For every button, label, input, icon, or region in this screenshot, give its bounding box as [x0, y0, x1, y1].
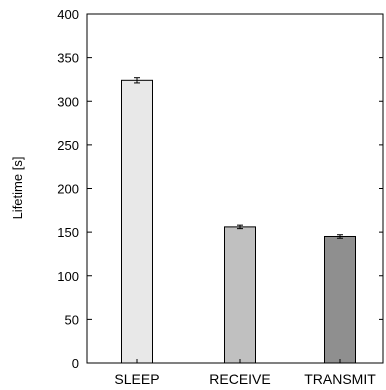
y-tick-label: 100: [57, 269, 79, 284]
y-tick-label: 0: [72, 356, 79, 371]
y-axis: 0 50 100 150 200 250 300 350 400: [57, 7, 383, 371]
y-tick-label: 400: [57, 7, 79, 22]
y-axis-title: Lifetime [s]: [10, 157, 25, 220]
bars: [121, 77, 356, 364]
y-tick-label: 200: [57, 182, 79, 197]
x-tick-label: SLEEP: [114, 371, 159, 387]
bar: [121, 79, 153, 364]
y-tick-label: 150: [57, 225, 79, 240]
y-tick-label: 250: [57, 138, 79, 153]
bar: [324, 235, 356, 364]
y-tick-label: 300: [57, 94, 79, 109]
x-axis: SLEEP RECEIVE TRANSMIT: [114, 359, 376, 387]
x-tick-label: TRANSMIT: [304, 371, 376, 387]
bar: [224, 226, 256, 364]
y-tick-label: 50: [65, 312, 79, 327]
x-tick-label: RECEIVE: [209, 371, 270, 387]
y-tick-label: 350: [57, 51, 79, 66]
